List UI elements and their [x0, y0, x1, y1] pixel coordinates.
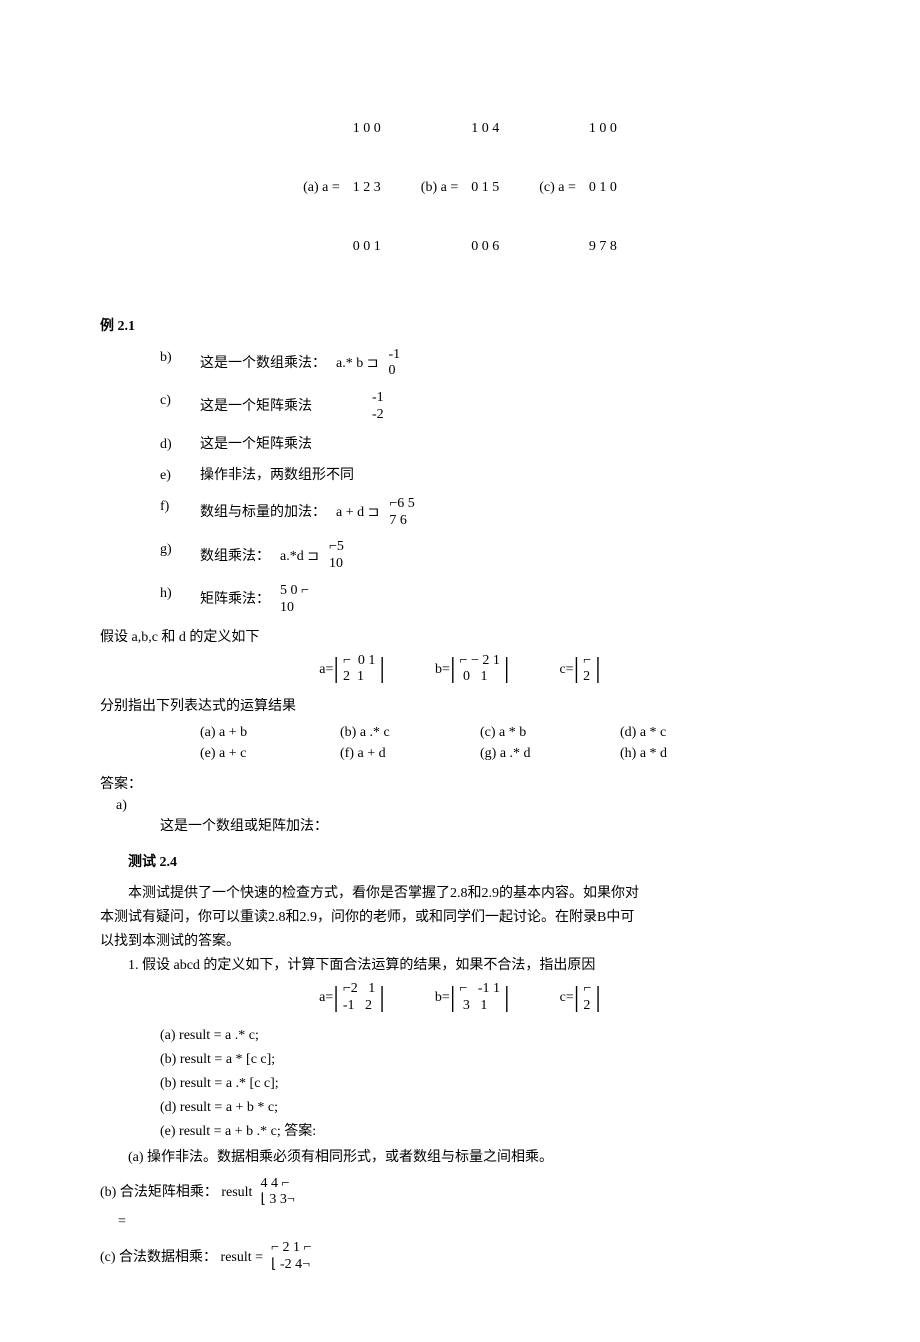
test24-opt-b2: (b) result = a .* [c c];: [160, 1073, 820, 1094]
item-e: e) 操作非法，两数组形不同: [160, 465, 820, 486]
answer-section: 答案： a) 这是一个数组或矩阵加法：: [100, 774, 820, 837]
define-a: a= | ⌐ 0 1 2 1 |: [319, 653, 385, 687]
item-h-mat: 5 0 ⌐ 10: [280, 583, 309, 617]
test24-p1b: 本测试有疑问，你可以重读2.8和2.9，问你的老师，或和同学们一起讨论。在附录B…: [100, 907, 820, 928]
matrix-a-label: (a) a =: [303, 177, 340, 198]
item-e-label: e): [160, 465, 200, 486]
test24-opt-b: (b) result = a * [c c];: [160, 1049, 820, 1070]
item-g: g) 数组乘法： a.*d ⊐ ⌐5 10: [160, 539, 820, 573]
define-b: b= | ⌐ − 2 1 0 1 |: [435, 653, 509, 687]
item-d-text: 这是一个矩阵乘法: [200, 434, 312, 455]
item-b: b) 这是一个数组乘法： a.* b ⊐ -1 0: [160, 347, 820, 381]
expr-list: (a) a + b (b) a .* c (c) a * b (d) a * c…: [100, 722, 820, 764]
item-list: b) 这是一个数组乘法： a.* b ⊐ -1 0 c) 这是一个矩阵乘法 -1…: [160, 347, 820, 617]
matrix-b-label: (b) a =: [421, 177, 458, 198]
item-g-mat: ⌐5 10: [329, 539, 344, 573]
test24-c: c= | ⌐ 2 |: [560, 981, 601, 1015]
item-f-mat: ⌐6 5 7 6: [389, 496, 414, 530]
answer-label: 答案：: [100, 774, 820, 795]
item-b-expr: a.* b ⊐: [336, 353, 378, 374]
item-c-text: 这是一个矩阵乘法: [200, 396, 312, 417]
test24-opt-d: (d) result = a + b * c;: [160, 1097, 820, 1118]
test24-p1: 本测试提供了一个快速的检查方式，看你是否掌握了2.8和2.9的基本内容。如果你对: [100, 883, 820, 904]
example-heading: 例 2.1: [100, 316, 820, 337]
item-d-label: d): [160, 434, 200, 455]
item-f-text: 数组与标量的加法：: [200, 502, 326, 523]
item-g-text: 数组乘法：: [200, 546, 270, 567]
test24-ans-c: (c) 合法数据相乘： result = ⌐ 2 1 ⌐ ⌊ -2 4¬: [100, 1240, 820, 1274]
define-matrices: a= | ⌐ 0 1 2 1 | b= | ⌐ − 2 1 0 1 | c= |…: [100, 653, 820, 687]
test24-opt-e: (e) result = a + b .* c; 答案:: [160, 1121, 820, 1142]
expr-line-2: (e) a + c (f) a + d (g) a .* d (h) a * d: [100, 743, 820, 764]
test24-ans-a: (a) 操作非法。数据相乘必须有相同形式，或者数组与标量之间相乘。: [128, 1147, 820, 1168]
item-f-label: f): [160, 496, 200, 517]
item-e-text: 操作非法，两数组形不同: [200, 465, 354, 486]
item-b-text: 这是一个数组乘法：: [200, 353, 326, 374]
item-c: c) 这是一个矩阵乘法 -1 -2: [160, 390, 820, 424]
test24-matrices: a= | ⌐2 1 -1 2 | b= | ⌐ -1 1 3 1 | c= | …: [100, 981, 820, 1015]
top-matrix-row: (a) a = 1 0 0 1 2 3 0 0 1 (b) a = 1 0 4 …: [100, 80, 820, 296]
define-c: c= | ⌐ 2 |: [559, 653, 600, 687]
item-h-label: h): [160, 583, 200, 604]
answer-a-text: 这是一个数组或矩阵加法：: [160, 816, 820, 837]
expr-line-1: (a) a + b (b) a .* c (c) a * b (d) a * c: [100, 722, 820, 743]
test24-ans-b-eq: =: [118, 1211, 820, 1232]
matrix-c-grid: 1 0 0 0 1 0 9 7 8: [582, 80, 617, 296]
test24-ans-b-text: (b) 合法矩阵相乘： result: [100, 1182, 252, 1203]
matrix-c: (c) a = 1 0 0 0 1 0 9 7 8: [539, 80, 617, 296]
item-b-label: b): [160, 347, 200, 368]
item-h-text: 矩阵乘法：: [200, 589, 270, 610]
test24-p1c: 以找到本测试的答案。: [100, 931, 820, 952]
test24-heading: 测试 2.4: [128, 852, 820, 873]
test24-q1: 1. 假设 abcd 的定义如下，计算下面合法运算的结果，如果不合法，指出原因: [100, 955, 820, 976]
test24-opt-a: (a) result = a .* c;: [160, 1025, 820, 1046]
test24: 测试 2.4 本测试提供了一个快速的检查方式，看你是否掌握了2.8和2.9的基本…: [100, 852, 820, 1274]
define-intro: 假设 a,b,c 和 d 的定义如下: [100, 627, 820, 648]
item-f: f) 数组与标量的加法： a + d ⊐ ⌐6 5 7 6: [160, 496, 820, 530]
item-g-label: g): [160, 539, 200, 560]
item-g-expr: a.*d ⊐: [280, 546, 319, 567]
item-f-expr: a + d ⊐: [336, 502, 379, 523]
matrix-a: (a) a = 1 0 0 1 2 3 0 0 1: [303, 80, 381, 296]
test24-b: b= | ⌐ -1 1 3 1 |: [435, 981, 510, 1015]
answer-a-label: a): [116, 795, 820, 816]
matrix-a-grid: 1 0 0 1 2 3 0 0 1: [346, 80, 381, 296]
question-line: 分别指出下列表达式的运算结果: [100, 696, 820, 717]
item-c-mat: -1 -2: [372, 390, 384, 424]
test24-ans-b: (b) 合法矩阵相乘： result 4 4 ⌐ ⌊ 3 3¬: [100, 1176, 820, 1210]
test24-a: a= | ⌐2 1 -1 2 |: [319, 981, 385, 1015]
matrix-b-grid: 1 0 4 0 1 5 0 0 6: [464, 80, 499, 296]
item-b-mat: -1 0: [388, 347, 400, 381]
matrix-c-label: (c) a =: [539, 177, 576, 198]
test24-ans-c-text: (c) 合法数据相乘： result =: [100, 1247, 263, 1268]
test24-opts: (a) result = a .* c; (b) result = a * [c…: [160, 1025, 820, 1142]
item-h: h) 矩阵乘法： 5 0 ⌐ 10: [160, 583, 820, 617]
item-d: d) 这是一个矩阵乘法: [160, 434, 820, 455]
matrix-b: (b) a = 1 0 4 0 1 5 0 0 6: [421, 80, 499, 296]
item-c-label: c): [160, 390, 200, 411]
